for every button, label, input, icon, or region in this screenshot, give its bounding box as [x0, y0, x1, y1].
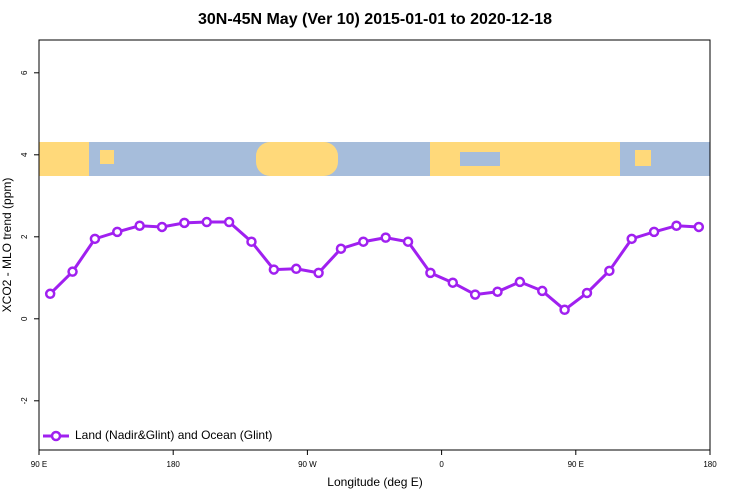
point	[425, 267, 436, 279]
land	[256, 142, 338, 176]
x-tick-label: 0	[439, 460, 444, 469]
point	[134, 220, 145, 231]
sea	[460, 152, 500, 166]
point	[648, 226, 660, 238]
legend-marker	[50, 430, 62, 442]
point	[447, 277, 459, 288]
point	[626, 233, 637, 245]
land	[39, 142, 89, 176]
point	[492, 286, 503, 297]
chart-title: 30N-45N May (Ver 10) 2015-01-01 to 2020-…	[198, 11, 552, 28]
point	[290, 263, 302, 275]
y-tick-label: -2	[20, 397, 29, 405]
series-line	[49, 220, 699, 312]
y-tick-label: 2	[20, 234, 29, 239]
point	[693, 221, 705, 233]
point	[469, 289, 481, 300]
x-axis-label: Longitude (deg E)	[327, 475, 422, 489]
point	[335, 243, 347, 254]
point	[156, 221, 168, 233]
x-tick-label: 90 E	[31, 460, 47, 469]
y-axis-label: XCO2 - MLO trend (ppm)	[0, 178, 14, 313]
point	[67, 266, 78, 277]
point	[44, 288, 56, 300]
y-tick-label: 0	[20, 316, 29, 321]
point	[112, 226, 123, 238]
land	[635, 150, 651, 166]
y-tick-label: 6	[20, 70, 29, 75]
point	[604, 265, 615, 277]
legend-label: Land (Nadir&Glint) and Ocean (Glint)	[75, 428, 272, 442]
point	[671, 220, 682, 231]
point	[581, 287, 593, 299]
land	[100, 150, 114, 164]
plot-frame	[38, 39, 711, 451]
point	[514, 276, 526, 288]
point	[380, 232, 391, 243]
point	[313, 267, 324, 279]
x-tick-label: 90 E	[568, 460, 584, 469]
point	[358, 236, 369, 247]
point	[402, 236, 414, 247]
land	[430, 142, 620, 176]
point	[223, 216, 235, 228]
x-tick-label: 90 W	[298, 460, 317, 469]
point	[201, 216, 212, 228]
map-strip	[39, 142, 710, 176]
point	[559, 304, 570, 316]
point	[89, 233, 101, 245]
x-tick-label: 180	[167, 460, 181, 469]
y-tick-label: 4	[20, 152, 29, 157]
point	[537, 285, 548, 297]
x-tick-label: 180	[703, 460, 717, 469]
point	[179, 217, 190, 229]
point	[246, 236, 257, 247]
point	[268, 264, 280, 275]
